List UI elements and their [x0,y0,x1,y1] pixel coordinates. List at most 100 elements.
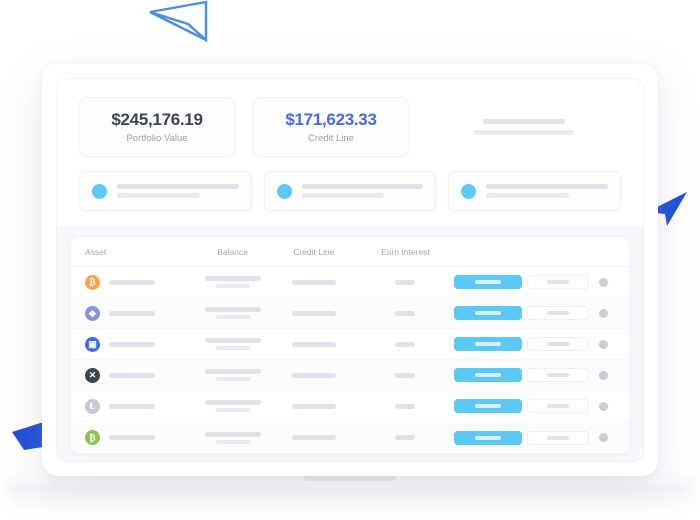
cell-earn-interest [357,341,453,347]
placeholder-bar [215,377,250,381]
table-row[interactable]: Ł [71,391,629,422]
placeholder-bar [117,184,239,189]
row-secondary-button[interactable] [526,306,589,320]
cell-credit-line [270,403,357,409]
placeholder-bar [215,439,250,444]
row-primary-button[interactable] [453,430,522,445]
row-secondary-button[interactable] [526,430,589,445]
cell-earn-interest [357,372,453,378]
button-label-placeholder [546,435,569,440]
cell-action-primary [453,275,527,289]
cell-credit-line [270,372,357,378]
cell-earn-interest [357,403,453,409]
table-row[interactable]: ✕ [71,360,629,391]
table-row[interactable]: ◆ [71,298,629,329]
cell-credit-line [270,435,357,440]
row-menu-icon[interactable] [599,433,609,442]
row-primary-button[interactable] [453,399,522,413]
placeholder-bar [395,310,416,316]
row-primary-button[interactable] [453,337,522,351]
row-secondary-button[interactable] [526,337,589,351]
row-secondary-button[interactable] [526,399,589,413]
placeholder-bar [291,341,336,347]
cell-balance [195,276,270,288]
cell-action-primary [453,399,527,413]
row-primary-button[interactable] [453,306,522,320]
cell-balance [195,400,270,412]
account-placeholder-lines [301,184,424,198]
accounts-section [57,163,643,227]
account-card[interactable] [263,171,437,211]
placeholder-bar [109,403,155,409]
cell-action-secondary [526,337,593,351]
account-avatar-icon [92,183,107,199]
account-card[interactable] [448,171,622,211]
credit-line-label: Credit Line [308,133,354,144]
placeholder-bar [301,193,385,198]
table-row[interactable]: ▣ [71,329,629,360]
placeholder-bar [395,435,416,440]
placeholder-bar [301,184,424,189]
cell-asset: ◆ [85,305,195,321]
placeholder-bar [291,403,336,409]
row-secondary-button[interactable] [526,368,589,382]
cell-action-secondary [526,306,593,320]
button-label-placeholder [546,373,569,377]
balance-placeholder [204,400,261,412]
coin-blue-icon: ▣ [85,336,100,352]
ethereum-icon: ◆ [85,305,100,321]
placeholder-bar [291,310,336,316]
placeholder-bar [204,276,261,281]
account-placeholder-lines [117,184,239,198]
litecoin-icon: Ł [85,398,100,414]
row-menu-icon[interactable] [599,308,609,318]
placeholder-bar [215,346,250,350]
row-menu-icon[interactable] [599,370,609,380]
placeholder-bar [486,184,609,189]
portfolio-value: $245,176.19 [111,110,203,129]
placeholder-bar [204,307,261,312]
cell-balance [195,338,270,350]
row-menu-icon[interactable] [599,277,609,287]
row-primary-button[interactable] [453,368,522,382]
summary-section: $245,176.19 Portfolio Value $171,623.33 … [57,79,643,163]
row-menu-icon[interactable] [599,401,609,411]
account-avatar-icon [276,183,292,199]
cell-balance [195,307,270,319]
table-row[interactable]: ₿ [71,267,629,298]
table-row[interactable]: ₿ [71,422,629,453]
placeholder-bar [109,279,155,285]
laptop-notch [304,476,396,481]
column-header-balance: Balance [217,246,248,257]
placeholder-bar [109,435,155,440]
credit-line-card[interactable]: $171,623.33 Credit Line [253,97,409,157]
button-label-placeholder [474,342,501,346]
column-header-earn-interest: Earn Interest [381,246,430,257]
button-label-placeholder [474,404,501,408]
placeholder-bar [204,369,261,374]
placeholder-bar [291,372,336,378]
cell-action-secondary [526,430,593,445]
placeholder-bar [291,279,336,285]
cell-balance [195,369,270,381]
button-label-placeholder [474,373,501,377]
column-header-asset: Asset [85,246,107,257]
table-header-row: Asset Balance Credit Line Earn Interest [71,237,629,267]
cell-row-menu [593,339,615,349]
portfolio-value-label: Portfolio Value [126,133,188,144]
button-label-placeholder [546,342,569,346]
cell-asset: ✕ [85,367,195,383]
row-menu-icon[interactable] [599,339,609,349]
row-primary-button[interactable] [453,275,522,289]
button-label-placeholder [546,404,569,408]
balance-placeholder [204,431,261,444]
account-card[interactable] [79,171,252,211]
portfolio-value-card[interactable]: $245,176.19 Portfolio Value [79,97,235,157]
row-secondary-button[interactable] [526,275,589,289]
cell-asset: ▣ [85,336,195,352]
cell-action-secondary [526,368,593,382]
assets-table-panel: Asset Balance Credit Line Earn Interest … [71,237,629,453]
laptop-base [8,476,692,490]
placeholder-bar [395,341,416,347]
cell-asset: ₿ [85,274,195,290]
